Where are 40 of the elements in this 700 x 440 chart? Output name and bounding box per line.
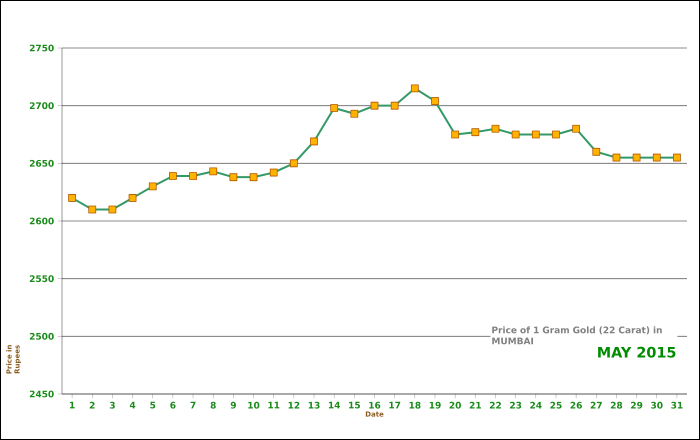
- x-tick-label: 16: [369, 402, 380, 409]
- x-tick-label: 27: [590, 402, 602, 408]
- x-tick-label: 8: [210, 402, 216, 409]
- y-tick-label: 2600: [30, 218, 54, 224]
- y-tick-label: 2650: [30, 160, 54, 167]
- x-tick-label: 17: [389, 402, 400, 408]
- text: Price of 1 Gram Gold (22 Carat) in MUMBAI: [492, 326, 662, 344]
- x-tick-label: 7: [190, 402, 196, 408]
- y-tick-label: 2500: [30, 332, 54, 340]
- x-tick-label: 22: [490, 402, 501, 408]
- x-tick-label: 21: [470, 402, 481, 408]
- x-tick-label: 9: [230, 402, 236, 409]
- x-tick-label: 25: [550, 402, 562, 409]
- x-tick-label: 1: [70, 402, 75, 408]
- x-tick-label: 20: [450, 402, 461, 409]
- y-tick-label: 2550: [30, 275, 54, 282]
- y-tick-label: 2450: [30, 390, 54, 398]
- x-tick-label: 30: [651, 402, 663, 409]
- x-tick-label: 29: [631, 402, 642, 409]
- x-tick-label: 12: [288, 402, 300, 408]
- y-tick-label: 2750: [30, 44, 54, 52]
- x-tick-label: 18: [410, 402, 421, 409]
- x-tick-label: 6: [170, 402, 176, 409]
- x-tick-label: 11: [268, 402, 280, 408]
- x-tick-label: 28: [610, 402, 622, 409]
- x-tick-label: 5: [150, 402, 156, 408]
- x-tick-label: 3: [110, 402, 115, 409]
- x-tick-label: 15: [349, 402, 360, 408]
- x-tick-label: 26: [570, 402, 582, 409]
- x-tick-label: 13: [308, 402, 320, 409]
- text: MAY 2015: [598, 346, 676, 358]
- x-tick-label: 24: [530, 402, 542, 408]
- x-tick-label: 31: [671, 402, 683, 409]
- x-tick-label: 2: [90, 402, 95, 408]
- x-tick-label: 4: [130, 402, 136, 408]
- x-tick-label: 19: [430, 402, 441, 409]
- y-tick-label: 2700: [30, 102, 54, 110]
- x-tick-label: 14: [328, 402, 340, 408]
- x-tick-label: 10: [248, 402, 260, 409]
- x-tick-label: 23: [510, 402, 522, 409]
